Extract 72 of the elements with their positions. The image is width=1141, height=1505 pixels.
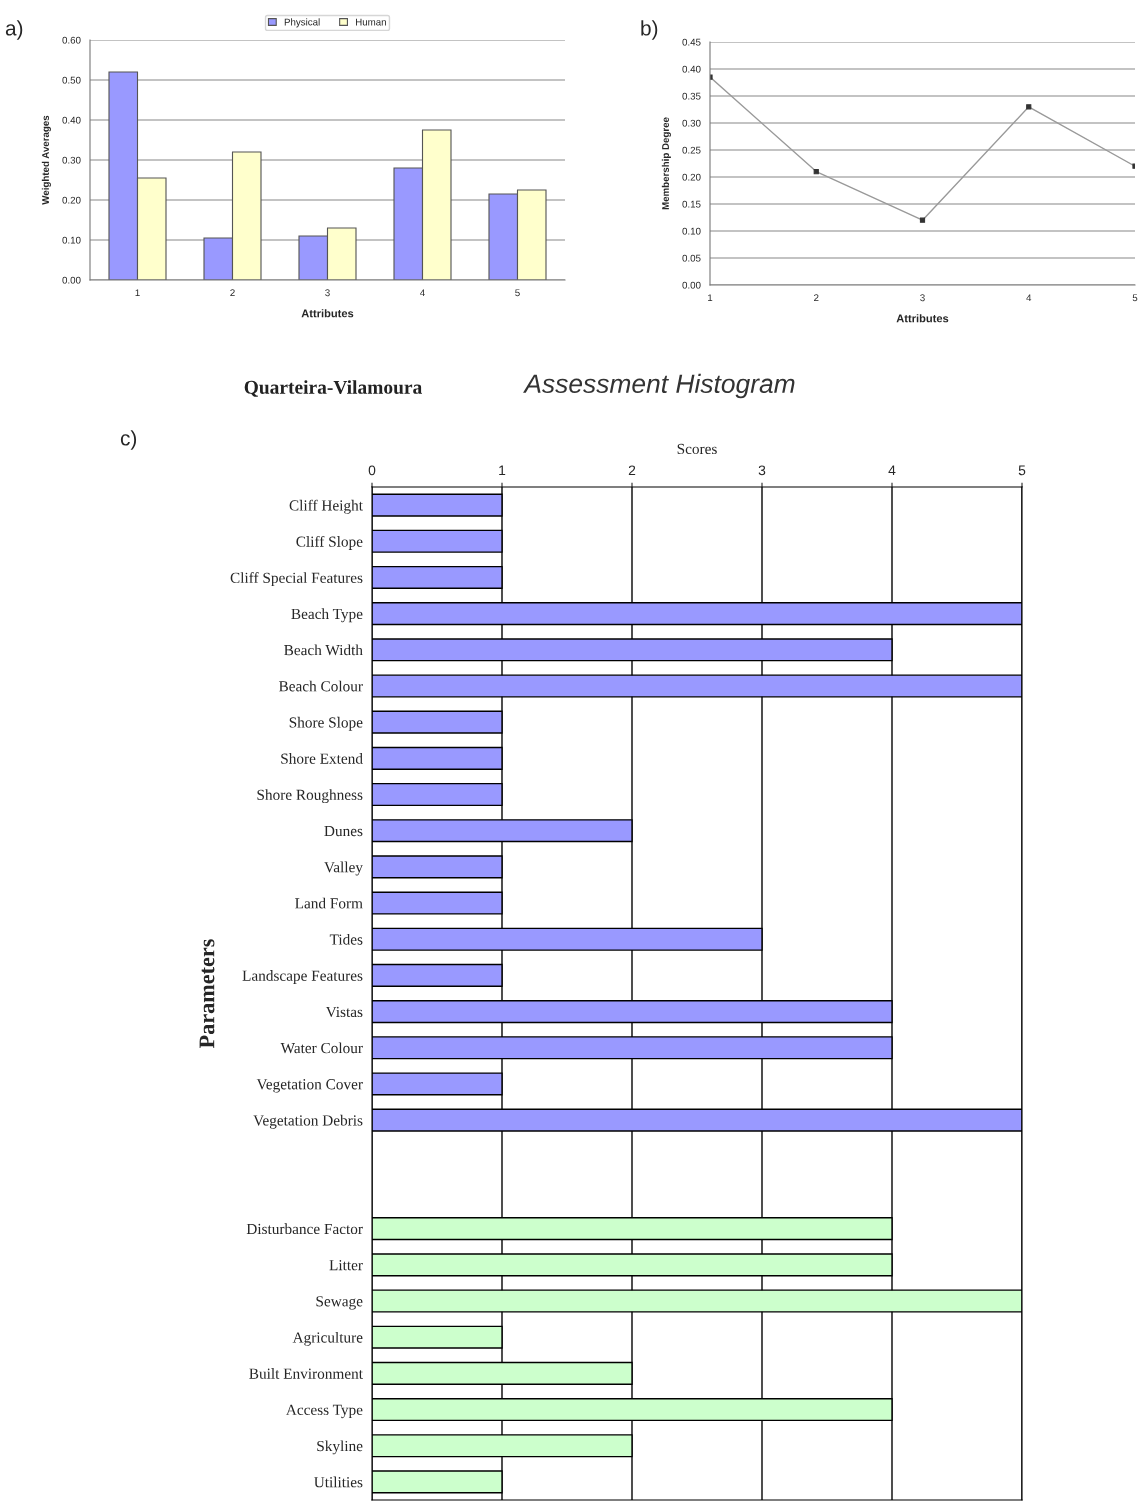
x-axis-title: Attributes bbox=[896, 314, 949, 323]
y-tick-label: 0.35 bbox=[682, 92, 701, 100]
x-axis-title: Attributes bbox=[301, 309, 354, 318]
y-tick-label: Access Type bbox=[285, 1404, 363, 1419]
y-tick-label: Sewage bbox=[316, 1296, 363, 1310]
x-tick-label: 5 bbox=[515, 289, 520, 297]
text: c) bbox=[120, 430, 137, 450]
y-tick-label: 0.60 bbox=[62, 36, 81, 44]
y-tick-label: Vistas bbox=[325, 1006, 363, 1018]
y-tick-label: 0.40 bbox=[62, 116, 81, 124]
legend-label: Human bbox=[356, 18, 386, 26]
y-axis-title: Parameters bbox=[199, 939, 215, 1049]
chart-subtitle: Quarteira-Vilamoura bbox=[244, 380, 422, 397]
x-axis-title: Scores bbox=[677, 443, 717, 455]
x-tick-label: 2 bbox=[628, 465, 636, 476]
y-tick-label: Shore Slope bbox=[289, 716, 363, 731]
y-tick-label: 0.00 bbox=[62, 276, 81, 284]
x-tick-label: 3 bbox=[758, 465, 766, 476]
y-tick-label: Agriculture bbox=[292, 1331, 363, 1346]
y-tick-label: 0.00 bbox=[682, 281, 701, 289]
y-tick-label: 0.20 bbox=[62, 196, 81, 204]
y-tick-label: 0.05 bbox=[682, 254, 701, 262]
text: a) bbox=[5, 20, 23, 40]
x-tick-label: 4 bbox=[420, 289, 425, 297]
y-tick-label: Land Form bbox=[295, 897, 363, 909]
x-tick-label: 1 bbox=[708, 294, 713, 302]
x-tick-label: 1 bbox=[499, 465, 506, 476]
y-tick-label: Skyline bbox=[317, 1440, 363, 1455]
y-axis-title: Membership Degree bbox=[661, 117, 671, 210]
y-tick-label: 0.10 bbox=[62, 236, 81, 244]
y-tick-label: 0.10 bbox=[682, 227, 701, 235]
y-tick-label: 0.45 bbox=[682, 38, 701, 46]
x-tick-label: 2 bbox=[814, 294, 819, 302]
chart-title: Assessment Histogram bbox=[523, 373, 795, 399]
y-tick-label: Disturbance Factor bbox=[246, 1223, 363, 1235]
y-tick-label: Beach Colour bbox=[278, 680, 363, 692]
legend-label: Physical bbox=[284, 18, 320, 28]
y-tick-label: Water Colour bbox=[280, 1042, 363, 1054]
y-tick-label: Beach Type bbox=[291, 608, 363, 623]
y-tick-label: Litter bbox=[329, 1260, 363, 1271]
y-tick-label: Cliff Special Features bbox=[230, 572, 363, 587]
x-tick-label: 3 bbox=[920, 294, 925, 302]
y-tick-label: 0.30 bbox=[62, 156, 81, 164]
y-tick-label: 0.20 bbox=[682, 173, 701, 181]
y-tick-label: Shore Roughness bbox=[257, 789, 363, 804]
y-axis-title: Weighted Averages bbox=[41, 115, 51, 205]
y-tick-label: Dunes bbox=[324, 825, 363, 837]
x-tick-label: 0 bbox=[368, 465, 376, 476]
x-tick-label: 4 bbox=[1026, 294, 1032, 302]
y-tick-label: Beach Width bbox=[284, 644, 363, 656]
y-tick-label: 0.25 bbox=[682, 146, 701, 154]
y-tick-label: Shore Extend bbox=[281, 753, 363, 764]
y-tick-label: 0.15 bbox=[682, 200, 701, 208]
x-tick-label: 5 bbox=[1018, 465, 1026, 476]
text: b) bbox=[641, 20, 658, 40]
x-tick-label: 5 bbox=[1132, 294, 1138, 302]
x-tick-label: 3 bbox=[325, 289, 330, 297]
y-tick-label: Utilities bbox=[314, 1476, 363, 1488]
y-tick-label: Built Environment bbox=[249, 1368, 363, 1379]
y-tick-label: 0.40 bbox=[682, 65, 701, 73]
y-tick-label: Landscape Features bbox=[242, 970, 363, 984]
y-tick-label: Tides bbox=[329, 933, 363, 945]
y-tick-label: 0.30 bbox=[682, 119, 701, 127]
x-tick-label: 2 bbox=[230, 289, 235, 297]
y-tick-label: Vegetation Cover bbox=[256, 1079, 363, 1093]
y-tick-label: 0.50 bbox=[62, 76, 81, 84]
y-tick-label: Vegetation Debris bbox=[253, 1114, 363, 1129]
x-tick-label: 1 bbox=[135, 289, 140, 297]
y-tick-label: Cliff Height bbox=[289, 499, 363, 514]
y-tick-label: Valley bbox=[324, 861, 363, 876]
y-tick-label: Cliff Slope bbox=[296, 535, 363, 550]
x-tick-label: 4 bbox=[888, 465, 896, 476]
